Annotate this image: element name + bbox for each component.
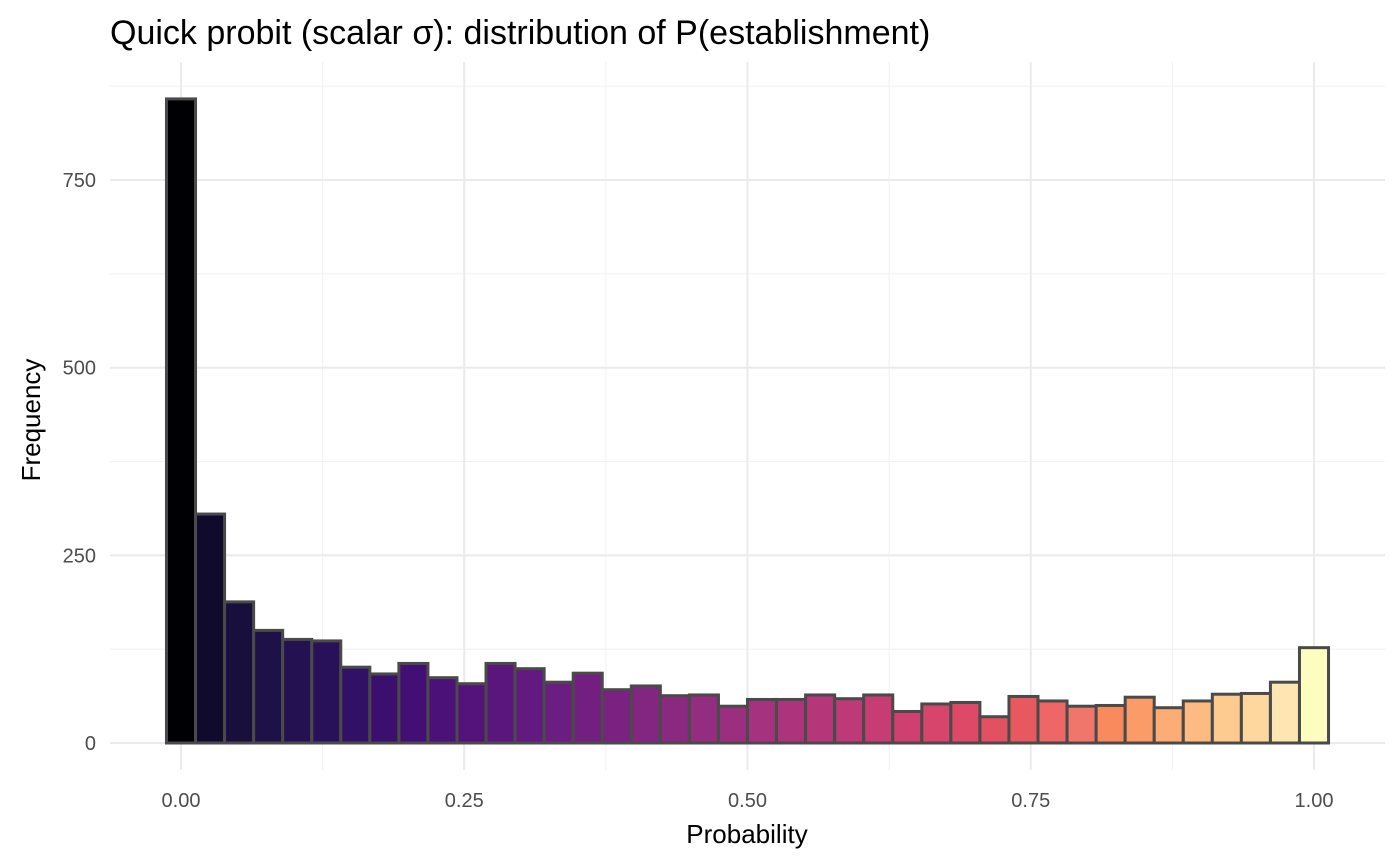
histogram-bar — [1181, 699, 1214, 745]
x-axis-title: Probability — [686, 819, 807, 849]
histogram-bar — [455, 682, 488, 745]
histogram-bar — [164, 97, 198, 745]
histogram-bar — [920, 702, 953, 745]
y-tick-label: 500 — [63, 358, 96, 380]
histogram-bar — [281, 637, 314, 745]
x-tick-label: 0.50 — [728, 790, 767, 812]
x-tick-label: 1.00 — [1295, 790, 1334, 812]
histogram-bar — [1239, 691, 1272, 745]
histogram-bar — [1123, 695, 1156, 745]
histogram-bar — [1268, 680, 1301, 745]
histogram-bar — [1210, 692, 1243, 745]
histogram-bar — [223, 600, 256, 745]
histogram-bar — [949, 700, 982, 745]
histogram-bar — [746, 697, 779, 745]
histogram-bar — [687, 693, 720, 745]
histogram-bar — [1007, 694, 1040, 745]
histogram-bar — [862, 693, 895, 745]
histogram-bar — [1065, 704, 1098, 745]
histogram-bar — [775, 697, 808, 745]
x-tick-label: 0.00 — [162, 790, 201, 812]
histogram-bar — [891, 709, 924, 745]
histogram-bar — [629, 684, 662, 745]
histogram-bar — [804, 693, 837, 745]
histogram-bar — [1297, 646, 1331, 745]
ticks-layer: 0.00 0.25 0.50 0.75 1.00 0 250 500 750 — [63, 170, 1334, 812]
histogram-bar — [542, 680, 575, 745]
histogram-bar — [397, 661, 430, 745]
histogram-bar — [600, 688, 633, 745]
histogram-bar — [571, 671, 604, 745]
chart-title: Quick probit (scalar σ): distribution of… — [110, 14, 930, 52]
histogram-bar — [1152, 706, 1185, 745]
histogram-bar — [194, 512, 227, 745]
histogram-bar — [513, 667, 546, 745]
histogram-bar — [833, 697, 866, 745]
y-tick-label: 250 — [63, 545, 96, 567]
histogram-bar — [310, 639, 343, 745]
x-tick-label: 0.25 — [445, 790, 484, 812]
histogram-bar — [716, 704, 749, 745]
histogram-bar — [978, 715, 1011, 745]
histogram-bar — [368, 672, 401, 745]
histogram-bar — [1036, 699, 1069, 745]
y-tick-label: 750 — [63, 170, 96, 192]
y-tick-label: 0 — [85, 733, 96, 755]
histogram-bar — [252, 628, 285, 745]
y-axis-title: Frequency — [16, 359, 46, 482]
histogram-bar — [484, 661, 517, 745]
bars-layer — [164, 97, 1331, 745]
x-tick-label: 0.75 — [1011, 790, 1050, 812]
histogram-bar — [426, 676, 459, 745]
histogram-bar — [658, 694, 691, 745]
histogram-bar — [339, 665, 372, 745]
histogram-bar — [1094, 703, 1127, 745]
